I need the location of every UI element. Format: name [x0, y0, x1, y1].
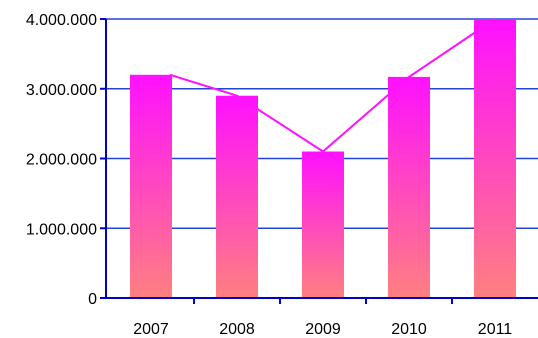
trend-line-group — [169, 18, 496, 153]
bar-2007 — [130, 74, 172, 298]
bar-2011 — [474, 19, 516, 298]
y-tick-label-1: 1.000.000 — [26, 221, 97, 238]
y-tick-label-4: 4.000.000 — [26, 12, 97, 29]
y-tick-label-0: 0 — [88, 291, 97, 308]
tick-labels: 0 1.000.000 2.000.000 3.000.000 4.000.000 200… — [26, 12, 512, 338]
bars — [130, 19, 516, 298]
x-tick-label-2009: 2009 — [305, 321, 341, 338]
bar-2009 — [302, 151, 344, 298]
x-tick-label-2008: 2008 — [219, 321, 255, 338]
x-tick-label-2010: 2010 — [391, 321, 427, 338]
trend-line — [169, 18, 496, 153]
x-tick-label-2007: 2007 — [133, 321, 169, 338]
axes — [100, 18, 538, 304]
bar-2010 — [388, 76, 430, 298]
x-tick-label-2011: 2011 — [478, 321, 513, 338]
y-tick-label-3: 3.000.000 — [26, 82, 97, 99]
bar-2008 — [216, 95, 258, 298]
y-tick-label-2: 2.000.000 — [26, 152, 97, 169]
